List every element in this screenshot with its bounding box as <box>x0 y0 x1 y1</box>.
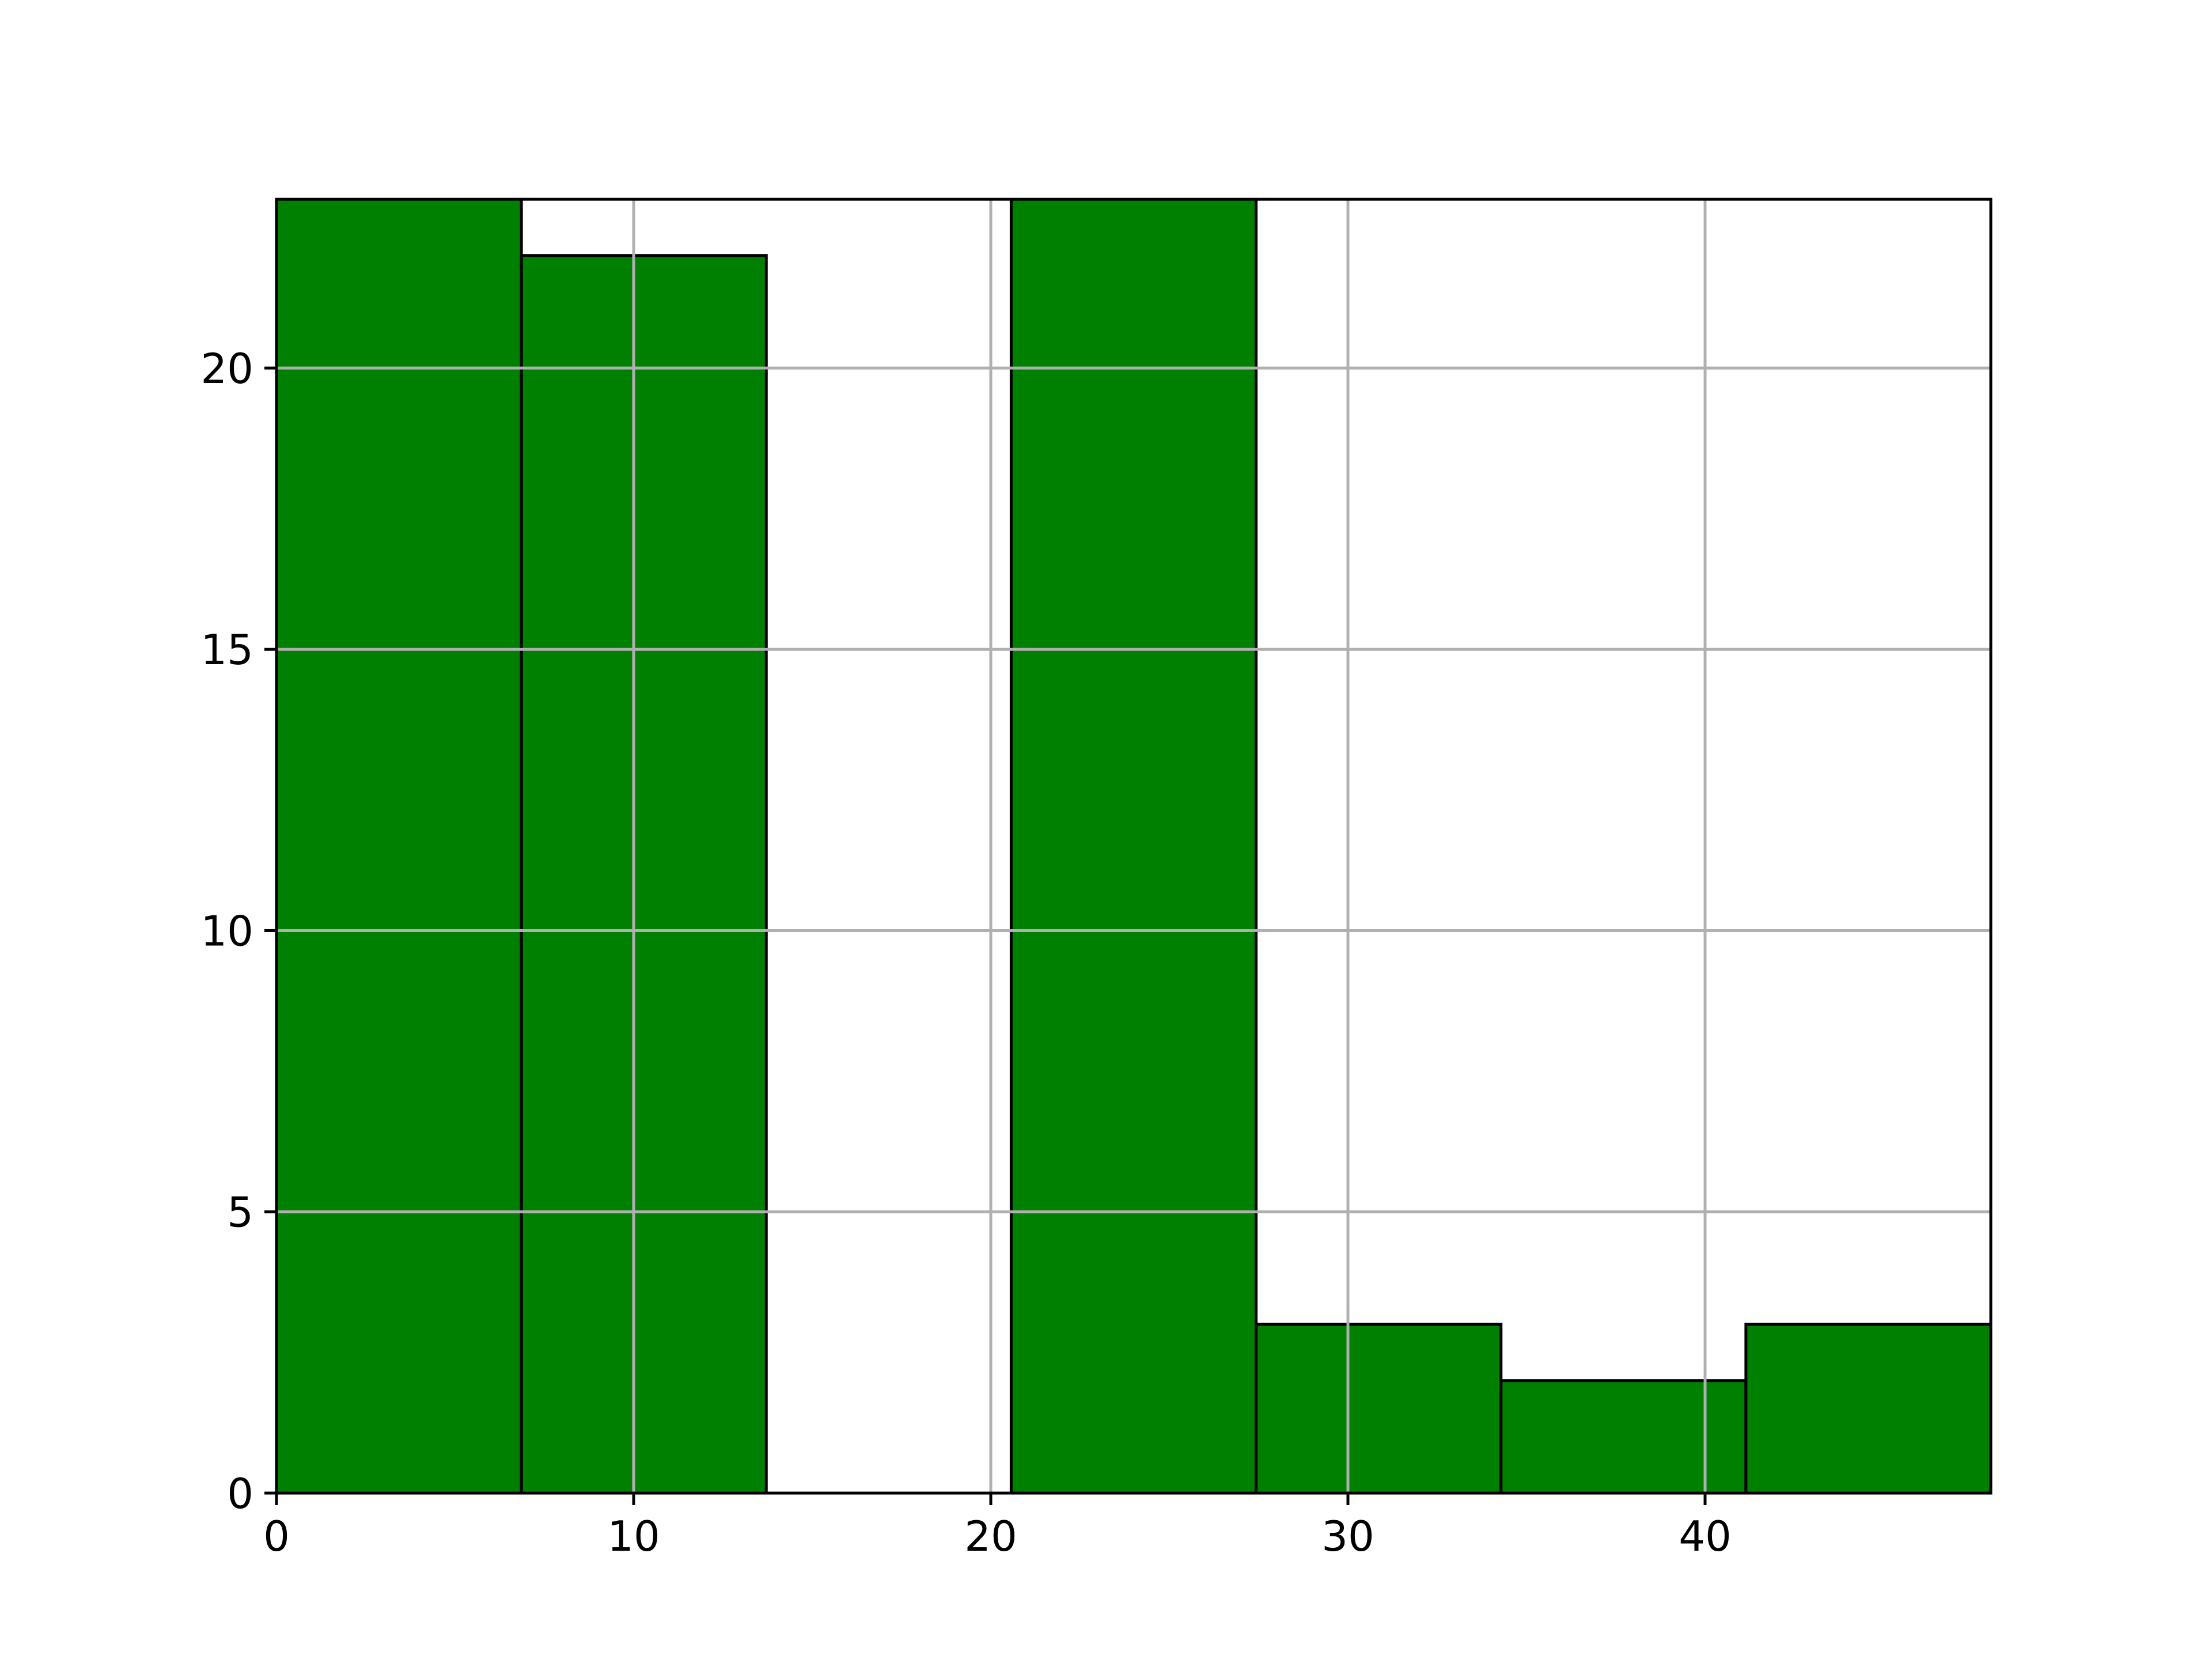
x-axis: 0 10 20 30 40 <box>263 1493 1732 1560</box>
y-axis: 0 5 10 15 20 <box>200 344 276 1518</box>
x-tick-label: 20 <box>964 1512 1017 1560</box>
y-tick-label: 20 <box>200 344 253 393</box>
histogram-bar <box>275 198 523 1495</box>
histogram-bar <box>1009 198 1258 1495</box>
y-tick-label: 5 <box>227 1188 253 1237</box>
x-tick-label: 40 <box>1679 1512 1732 1560</box>
histogram-bar <box>520 254 768 1495</box>
histogram-bar <box>1255 1323 1503 1495</box>
x-tick-label: 10 <box>607 1512 660 1560</box>
y-tick-label: 10 <box>200 907 253 955</box>
x-tick-label: 30 <box>1321 1512 1374 1560</box>
plot-frame <box>275 198 1993 1495</box>
y-tick-label: 0 <box>227 1469 253 1518</box>
y-tick-label: 15 <box>200 626 253 674</box>
histogram-bar <box>1744 1323 1993 1495</box>
histogram-bar <box>1499 1379 1748 1495</box>
grid-layer <box>276 199 1991 1493</box>
x-tick-label: 0 <box>263 1512 290 1560</box>
